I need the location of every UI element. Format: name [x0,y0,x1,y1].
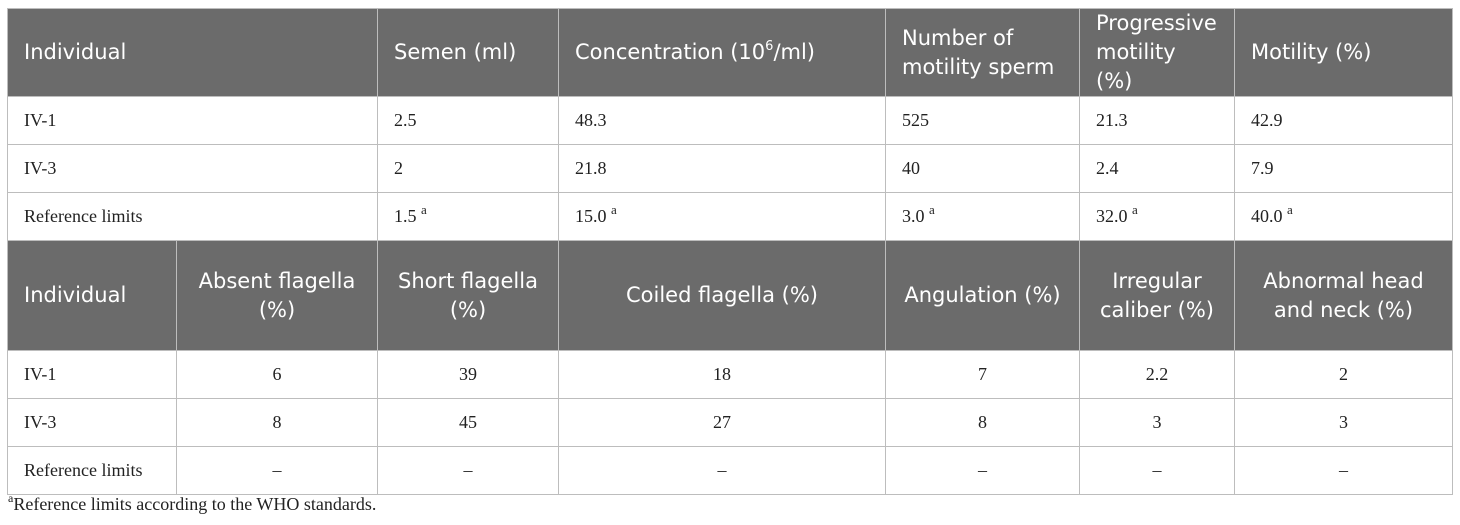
table-row: Reference limits – – – – – – [7,446,1453,495]
cell-semen: 2.5 [377,96,559,145]
cell-irregular-caliber: 2.2 [1079,350,1235,399]
cell-progressive-motility: 2.4 [1079,144,1235,193]
header-abnormal-head-neck: Abnormal head and neck (%) [1234,240,1453,351]
header-angulation: Angulation (%) [885,240,1080,351]
cell-semen: 1.5 a [377,192,559,241]
cell-number-motility: 40 [885,144,1080,193]
cell-individual: IV-3 [7,398,177,447]
cell-semen: 2 [377,144,559,193]
footnote-marker: a [421,202,427,217]
cell-progressive-motility: 32.0 a [1079,192,1235,241]
cell-abnormal-head-neck: – [1234,446,1453,495]
cell-concentration: 21.8 [558,144,886,193]
header-individual: Individual [7,240,177,351]
footnote-marker: a [8,491,14,505]
footnote-marker: a [1287,202,1293,217]
cell-number-motility: 3.0 a [885,192,1080,241]
cell-angulation: 7 [885,350,1080,399]
header-irregular-caliber: Irregular caliber (%) [1079,240,1235,351]
cell-motility: 40.0 a [1234,192,1453,241]
table-row: IV-3 2 21.8 40 2.4 7.9 [7,144,1453,193]
table-row: IV-1 6 39 18 7 2.2 2 [7,350,1453,399]
cell-coiled-flagella: 27 [558,398,886,447]
cell-individual: Reference limits [7,446,177,495]
flagella-header-row: Individual Absent flagella (%) Short fla… [7,240,1453,351]
cell-absent-flagella: 6 [176,350,378,399]
cell-angulation: – [885,446,1080,495]
header-concentration: Concentration (106/ml) [558,8,886,97]
cell-short-flagella: – [377,446,559,495]
cell-coiled-flagella: 18 [558,350,886,399]
header-motility: Motility (%) [1234,8,1453,97]
cell-coiled-flagella: – [558,446,886,495]
table-row: IV-3 8 45 27 8 3 3 [7,398,1453,447]
semen-analysis-table: Individual Semen (ml) Concentration (106… [7,8,1453,495]
cell-short-flagella: 45 [377,398,559,447]
cell-individual: IV-1 [7,96,378,145]
cell-individual: IV-1 [7,350,177,399]
cell-absent-flagella: 8 [176,398,378,447]
cell-angulation: 8 [885,398,1080,447]
cell-concentration: 48.3 [558,96,886,145]
table-row: Reference limits 1.5 a 15.0 a 3.0 a 32.0… [7,192,1453,241]
footnote-text: Reference limits according to the WHO st… [13,494,377,514]
header-absent-flagella: Absent flagella (%) [176,240,378,351]
cell-abnormal-head-neck: 2 [1234,350,1453,399]
cell-short-flagella: 39 [377,350,559,399]
header-progressive-motility: Progressive motility (%) [1079,8,1235,97]
cell-individual: Reference limits [7,192,378,241]
semen-header-row: Individual Semen (ml) Concentration (106… [7,8,1453,97]
cell-irregular-caliber: 3 [1079,398,1235,447]
footnote-marker: a [1132,202,1138,217]
cell-irregular-caliber: – [1079,446,1235,495]
header-individual: Individual [7,8,378,97]
header-semen: Semen (ml) [377,8,559,97]
footnote-marker: a [929,202,935,217]
table-row: IV-1 2.5 48.3 525 21.3 42.9 [7,96,1453,145]
cell-individual: IV-3 [7,144,378,193]
header-short-flagella: Short flagella (%) [377,240,559,351]
cell-motility: 42.9 [1234,96,1453,145]
table-footnote: aReference limits according to the WHO s… [8,491,377,515]
cell-motility: 7.9 [1234,144,1453,193]
cell-absent-flagella: – [176,446,378,495]
cell-progressive-motility: 21.3 [1079,96,1235,145]
header-coiled-flagella: Coiled flagella (%) [558,240,886,351]
cell-concentration: 15.0 a [558,192,886,241]
cell-abnormal-head-neck: 3 [1234,398,1453,447]
footnote-marker: a [611,202,617,217]
header-number-motility: Number of motility sperm [885,8,1080,97]
cell-number-motility: 525 [885,96,1080,145]
